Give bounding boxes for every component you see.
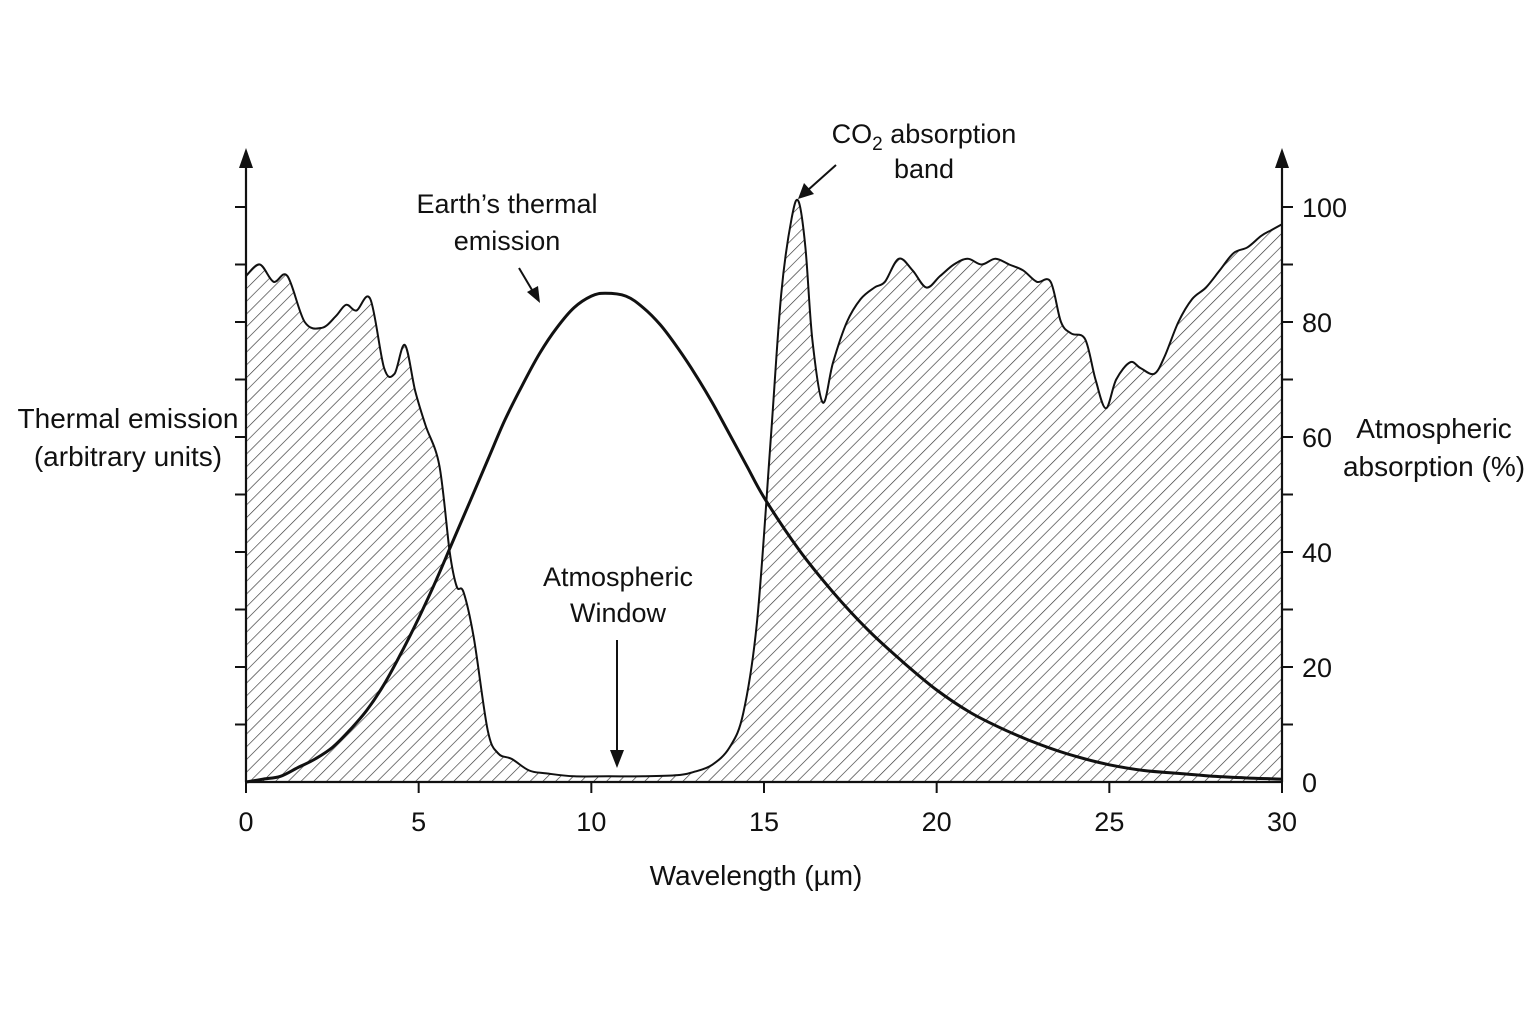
co2-band-annotation: CO2 absorption band	[798, 119, 1016, 199]
x-tick-label: 10	[576, 807, 606, 837]
co2-subscript: 2	[872, 134, 883, 155]
co2-band-label-line2: band	[894, 154, 954, 184]
x-tick-label: 5	[411, 807, 426, 837]
right-tick-label: 20	[1302, 653, 1332, 683]
right-tick-label: 60	[1302, 423, 1332, 453]
window-arrowhead-icon	[610, 750, 624, 768]
x-tick-label: 20	[922, 807, 952, 837]
window-annotation: Atmospheric Window	[543, 562, 693, 768]
earth-emission-arrowhead-icon	[527, 286, 540, 303]
co2-band-pointer	[807, 164, 837, 191]
right-axis-arrow-icon	[1275, 148, 1289, 168]
absorption-series	[245, 198, 1283, 783]
left-axis-arrow-icon	[239, 148, 253, 168]
right-tick-label: 100	[1302, 193, 1347, 223]
left-axis-title-line2: (arbitrary units)	[34, 441, 222, 472]
x-tick-label: 15	[749, 807, 779, 837]
right-tick-label: 80	[1302, 308, 1332, 338]
earth-emission-annotation: Earth’s thermal emission	[416, 189, 598, 303]
left-axis-ticks	[235, 206, 246, 726]
earth-emission-label-line2: emission	[454, 226, 561, 256]
earth-emission-label-line1: Earth’s thermal	[416, 189, 597, 219]
right-axis-title-line2: absorption (%)	[1343, 451, 1525, 482]
right-axis-ticks: 0 20 40 60 80 100	[1282, 193, 1347, 798]
right-axis-title-line1: Atmospheric	[1356, 413, 1512, 444]
emission-curve	[245, 291, 1283, 784]
x-tick-label: 25	[1094, 807, 1124, 837]
window-label-line1: Atmospheric	[543, 562, 693, 592]
x-tick-label: 0	[238, 807, 253, 837]
co2-band-arrowhead-icon	[798, 183, 814, 199]
absorption-curve	[245, 198, 1283, 778]
co2-band-label-line1: CO2 absorption	[832, 119, 1017, 155]
right-tick-label: 0	[1302, 768, 1317, 798]
x-axis-ticks: 0 5 10 15 20 25 30	[238, 782, 1297, 837]
left-axis-title-line1: Thermal emission	[18, 403, 239, 434]
right-tick-label: 40	[1302, 538, 1332, 568]
absorption-area	[246, 199, 1282, 783]
x-tick-label: 30	[1267, 807, 1297, 837]
window-label-line2: Window	[570, 598, 667, 628]
x-axis-title: Wavelength (µm)	[650, 860, 863, 891]
emission-series	[245, 291, 1283, 784]
